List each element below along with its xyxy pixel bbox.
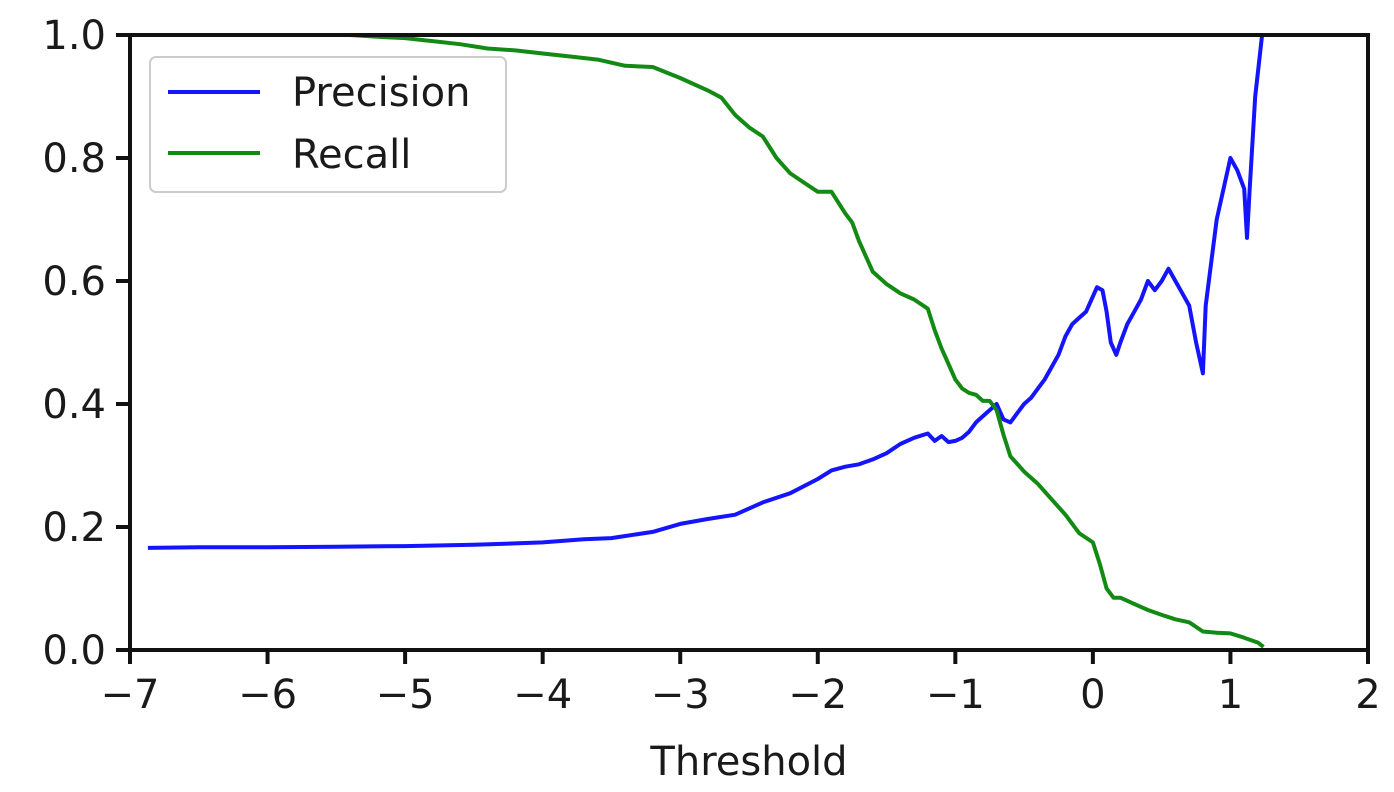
series-line-precision: [147, 34, 1265, 550]
x-tick-label: 1: [1218, 672, 1243, 718]
y-tick-label: 0.6: [42, 259, 106, 305]
x-tick-label: 0: [1080, 672, 1105, 718]
legend: Precision Recall: [149, 56, 507, 193]
y-tick-label: 1.0: [42, 13, 106, 59]
x-tick-label: −7: [101, 672, 160, 718]
x-tick-label: −6: [238, 672, 297, 718]
legend-label-precision: Precision: [292, 70, 470, 116]
x-tick-label: −4: [513, 672, 572, 718]
series-layer: [147, 33, 1265, 649]
x-axis-ticks: −7 −6 −5 −4 −3 −2 −1 0 1 2: [101, 650, 1381, 718]
x-axis-label: Threshold: [649, 739, 847, 785]
y-tick-label: 0.0: [42, 628, 106, 674]
x-tick-label: −1: [926, 672, 985, 718]
series-line-recall: [349, 33, 1265, 649]
y-axis-ticks: 0.0 0.2 0.4 0.6 0.8 1.0: [42, 13, 130, 674]
plot-frame: [128, 33, 1370, 652]
y-tick-label: 0.4: [42, 382, 106, 428]
x-tick-label: −2: [788, 672, 847, 718]
y-tick-label: 0.2: [42, 505, 106, 551]
x-tick-label: 2: [1355, 672, 1380, 718]
y-tick-label: 0.8: [42, 136, 106, 182]
x-tick-label: −3: [651, 672, 710, 718]
x-tick-label: −5: [376, 672, 435, 718]
legend-label-recall: Recall: [292, 132, 411, 178]
